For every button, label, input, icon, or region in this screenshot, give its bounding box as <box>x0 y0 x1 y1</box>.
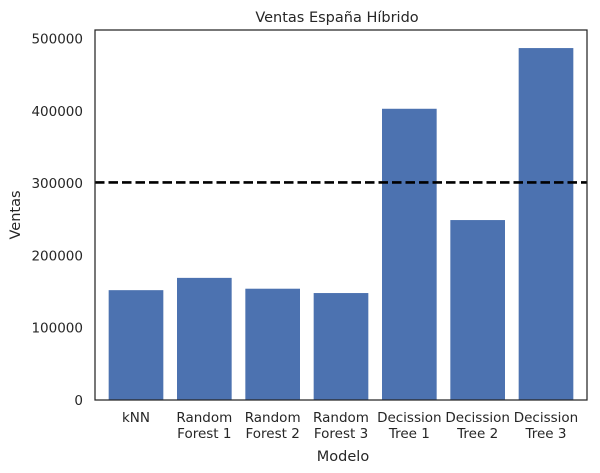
bar-6 <box>518 48 574 400</box>
bar-5 <box>450 220 505 400</box>
y-tick-label-3: 300000 <box>31 176 83 192</box>
y-ticks: 0 100000 200000 300000 400000 500000 <box>31 32 83 409</box>
y-tick-label-1: 100000 <box>31 321 83 337</box>
y-tick-label-5: 500000 <box>31 32 83 48</box>
y-tick-label-0: 0 <box>74 393 83 409</box>
x-tick-label-3: Random Forest 3 <box>313 410 369 442</box>
y-tick-label-4: 400000 <box>31 104 83 120</box>
bar-2 <box>245 288 300 400</box>
x-tick-label-2: Random Forest 2 <box>245 410 301 442</box>
y-tick-label-2: 200000 <box>31 248 83 264</box>
x-tick-label-1: Random Forest 1 <box>176 410 232 442</box>
bar-4 <box>382 108 437 400</box>
bars-layer <box>108 48 574 400</box>
bar-0 <box>108 290 164 400</box>
bar-1 <box>177 277 232 400</box>
x-ticks: kNN Random Forest 1 Random Forest 2 Random For… <box>122 410 578 442</box>
chart-title: Ventas España Híbrido <box>255 10 418 26</box>
plot-frame <box>94 29 588 401</box>
x-tick-label-4: Decission Tree 1 <box>377 410 442 442</box>
x-tick-label-0: kNN <box>122 410 150 426</box>
bar-3 <box>313 293 369 400</box>
y-axis-label: Ventas <box>8 190 24 239</box>
x-tick-label-6: Decission Tree 3 <box>514 410 579 442</box>
x-tick-label-5: Decission Tree 2 <box>445 410 510 442</box>
x-axis-label: Modelo <box>317 449 370 465</box>
